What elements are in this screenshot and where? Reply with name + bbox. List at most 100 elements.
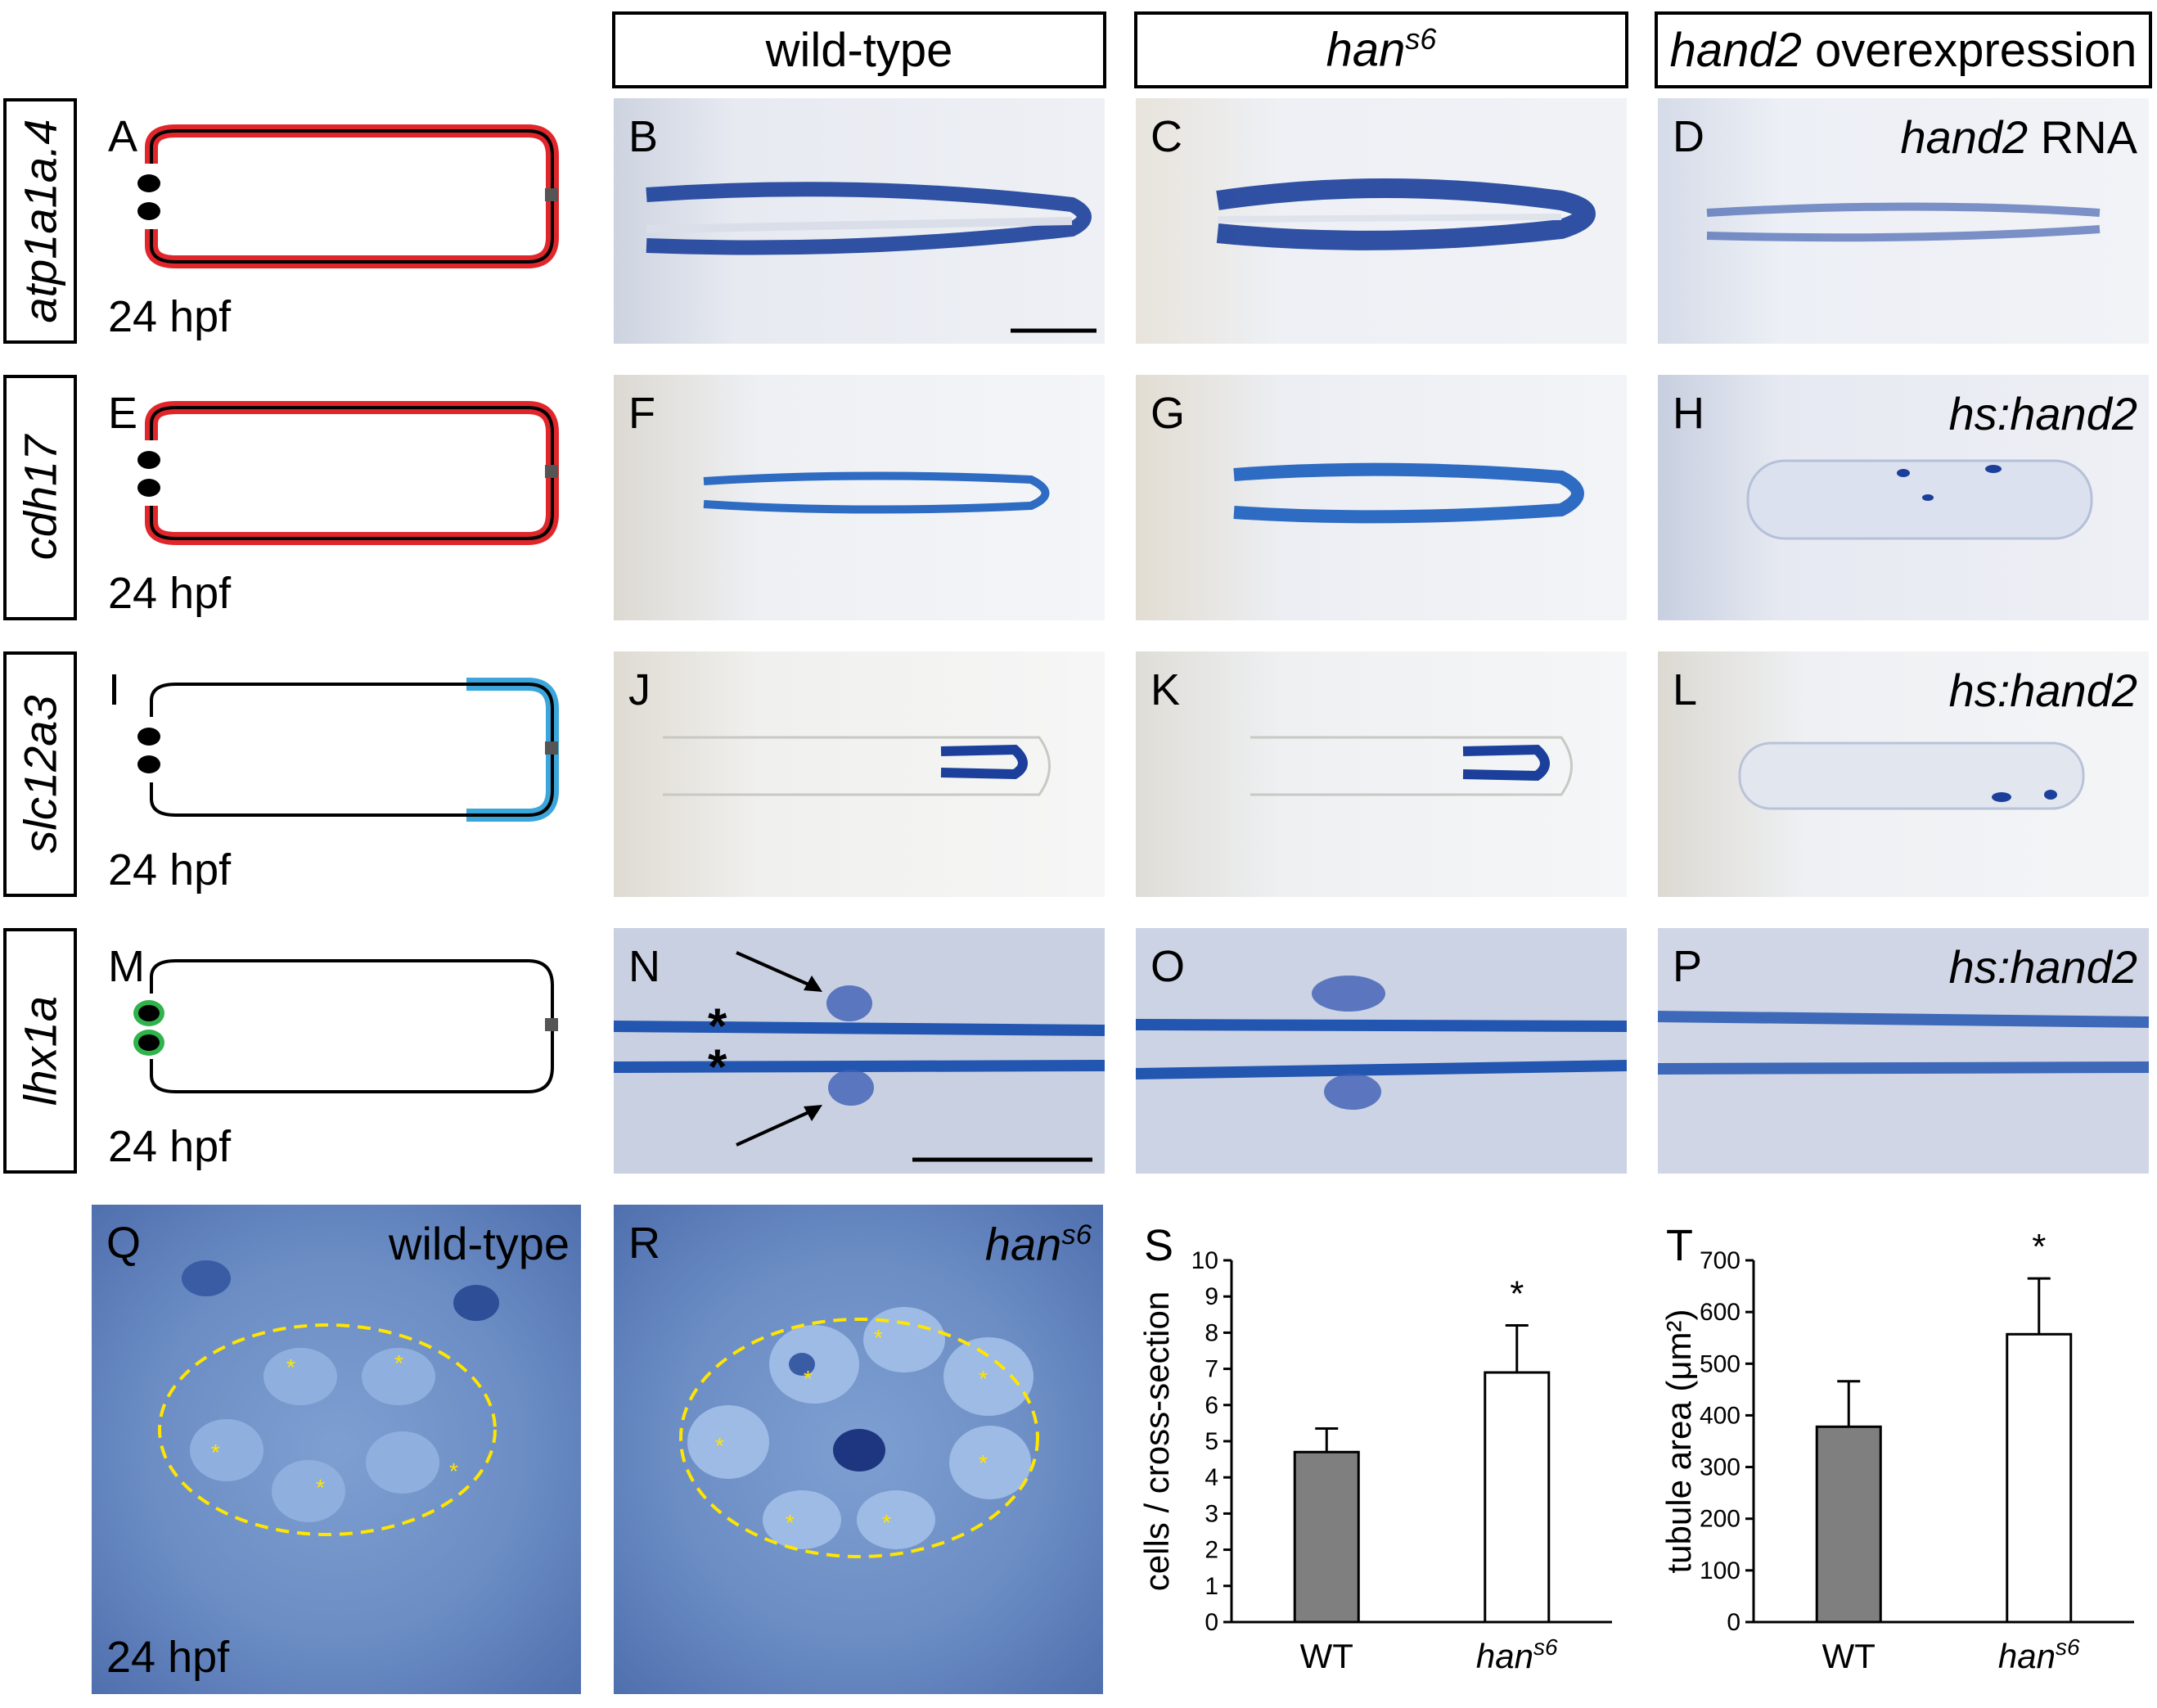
nucleus-asterisk: *	[874, 1325, 883, 1350]
stain-drawing	[1738, 741, 2085, 810]
gene-label: cdh17	[14, 435, 66, 561]
lumen-dark	[833, 1429, 885, 1471]
chart-t: T 0 100 200 300 400 500 600 700 tubule area (μm²)…	[1659, 1221, 2134, 1675]
stain-drawing	[1136, 976, 1627, 1110]
stain-drawing	[646, 182, 1097, 333]
panel-label: T	[1666, 1221, 1693, 1270]
stage-label: 24 hpf	[108, 292, 232, 341]
micrograph-g: G	[1136, 375, 1627, 620]
histology-drawing: * * * * * * *	[679, 1307, 1039, 1558]
duct-stain	[614, 1060, 1105, 1073]
y-tick-label: 9	[1205, 1283, 1218, 1310]
category-text: WT	[1822, 1637, 1876, 1675]
tubule-outline-dashed	[158, 1323, 497, 1536]
bar	[1815, 1425, 1882, 1624]
panel-label: K	[1151, 665, 1181, 714]
duct-stain	[1658, 1061, 2149, 1075]
glomerulus-right	[137, 479, 160, 497]
micrograph-l: L hs:hand2	[1658, 651, 2149, 897]
panel-label: H	[1673, 389, 1704, 438]
tubule-stain	[1233, 462, 1584, 524]
y-axis-label: cells / cross-section	[1137, 1291, 1176, 1591]
y-tick-label: 0	[1727, 1609, 1740, 1636]
panel-label: D	[1673, 112, 1704, 161]
nucleus-asterisk: *	[316, 1475, 325, 1500]
gene-label: lhx1a	[14, 996, 66, 1106]
category-label: WT	[1822, 1637, 1876, 1675]
micrograph-d: D hand2 RNA	[1658, 98, 2149, 344]
cell	[362, 1348, 435, 1405]
nucleus-asterisk: *	[882, 1510, 891, 1535]
panel-label: S	[1144, 1221, 1173, 1270]
gene-box-row-3: slc12a3	[3, 651, 77, 897]
micrograph-f: F	[614, 375, 1105, 620]
panel-label: O	[1151, 942, 1186, 991]
glomerulus-right	[137, 755, 160, 773]
micrograph-n: * * N	[614, 928, 1105, 1174]
schematic-e	[137, 401, 559, 545]
panel-label: P	[1673, 942, 1703, 991]
stain-drawing	[1746, 459, 2093, 540]
cell	[763, 1490, 841, 1549]
micrograph-o: O	[1136, 928, 1627, 1174]
panel-label: N	[628, 942, 660, 991]
cell	[263, 1348, 337, 1405]
schematic-a	[137, 124, 559, 268]
stage-label: 24 hpf	[108, 1122, 232, 1171]
histology-title: wild-type	[389, 1218, 570, 1269]
y-tick-label: 3	[1205, 1500, 1218, 1527]
y-tick-label: 10	[1191, 1247, 1218, 1274]
stain-drawing	[1250, 736, 1573, 796]
stain-drawing	[1706, 202, 2101, 242]
glomerulus-left	[138, 1005, 160, 1021]
bar	[1484, 1371, 1551, 1624]
cell	[366, 1431, 439, 1494]
y-tick-label: 200	[1700, 1506, 1740, 1533]
panel-label: C	[1151, 112, 1182, 161]
arrow-head	[804, 1105, 822, 1121]
arrow-head	[804, 976, 822, 992]
category-label: WT	[1300, 1637, 1353, 1675]
nucleus-asterisk: *	[979, 1366, 988, 1391]
treatment-label: hs:hand2	[1949, 944, 2137, 990]
stain-spot	[1992, 792, 2011, 802]
stain-drawing: * *	[614, 951, 1105, 1162]
nucleus	[182, 1260, 231, 1296]
stage-label: 24 hpf	[106, 1633, 230, 1682]
header-mutant-base: han	[1326, 23, 1406, 77]
y-tick-label: 100	[1700, 1557, 1740, 1584]
header-overexpression: hand2 overexpression	[1655, 11, 2152, 88]
header-mutant: hans6	[1134, 11, 1628, 88]
distal-stain	[1462, 744, 1550, 782]
significance-marker: *	[1510, 1274, 1524, 1314]
panel-label: Q	[106, 1219, 142, 1268]
tubule-stain	[703, 471, 1050, 514]
y-tick-label: 8	[1205, 1319, 1218, 1346]
y-tick-label: 0	[1205, 1609, 1218, 1636]
category-label: hans6	[1998, 1634, 2080, 1675]
tubule-outline	[1250, 736, 1573, 796]
pronephros-outline	[150, 683, 554, 817]
glomerulus-left	[137, 728, 160, 746]
category-label: hans6	[1476, 1634, 1558, 1675]
stain-drawing	[1233, 462, 1584, 524]
micrograph-j: J	[614, 651, 1105, 897]
pronephros-outline	[150, 406, 554, 540]
nucleolus	[789, 1353, 815, 1376]
lhx1a-cluster	[828, 1070, 874, 1106]
panel-label: M	[108, 942, 145, 991]
treatment-italic: hs:hand2	[1948, 941, 2137, 993]
lhx1a-cluster	[826, 985, 872, 1021]
y-tick-label: 1	[1205, 1573, 1218, 1600]
stain-spot	[2044, 790, 2057, 800]
treatment-label: hs:hand2	[1949, 391, 2137, 437]
panel-label: G	[1151, 389, 1186, 438]
category-text: han	[1476, 1637, 1533, 1675]
header-wild-type-text: wild-type	[765, 23, 953, 77]
histology-title-sup: s6	[1061, 1219, 1092, 1251]
segment-full-red	[145, 124, 559, 268]
tubule-stain	[1216, 178, 1596, 250]
distal-stain	[940, 744, 1028, 780]
significance-marker: *	[2032, 1227, 2046, 1267]
treatment-italic: hs:hand2	[1948, 665, 2137, 716]
